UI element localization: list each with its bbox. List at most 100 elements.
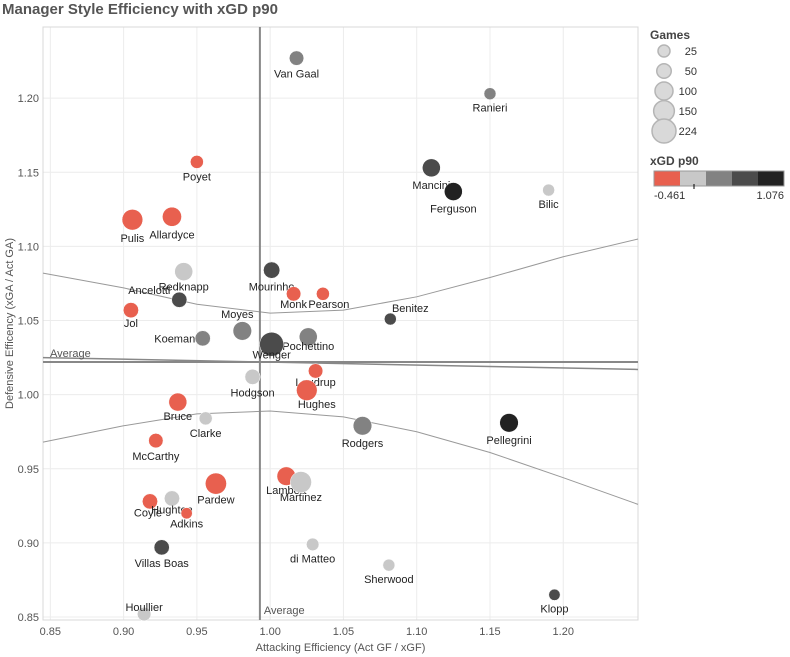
size-legend-title: Games bbox=[650, 28, 690, 42]
point-label: Mancini bbox=[412, 180, 450, 192]
point-label: Poyet bbox=[183, 171, 211, 183]
point-label: Van Gaal bbox=[274, 68, 319, 80]
data-point bbox=[259, 332, 284, 357]
x-tick-label: 1.05 bbox=[333, 626, 354, 638]
average-label-x: Average bbox=[264, 605, 305, 617]
size-legend-label: 224 bbox=[679, 126, 697, 138]
point-label: Pearson bbox=[308, 299, 349, 311]
chart-title: Manager Style Efficiency with xGD p90 bbox=[2, 1, 278, 18]
x-tick-label: 1.15 bbox=[479, 626, 500, 638]
data-point bbox=[244, 368, 261, 385]
y-tick-label: 0.90 bbox=[18, 538, 39, 550]
point-label: di Matteo bbox=[290, 554, 335, 566]
color-legend-swatch bbox=[680, 171, 706, 186]
data-point bbox=[352, 416, 373, 436]
data-point bbox=[148, 433, 164, 449]
x-tick-label: 1.20 bbox=[553, 626, 574, 638]
data-point bbox=[444, 182, 463, 201]
data-point bbox=[198, 411, 213, 426]
data-point bbox=[171, 291, 188, 308]
point-label: Mourinho bbox=[249, 281, 295, 293]
data-point bbox=[308, 363, 324, 379]
size-legend-circle bbox=[657, 44, 671, 58]
data-point bbox=[162, 206, 182, 227]
data-point bbox=[137, 607, 152, 622]
point-label: Houllier bbox=[125, 602, 163, 614]
y-tick-label: 1.10 bbox=[18, 241, 39, 253]
data-point bbox=[296, 379, 318, 401]
point-label: Ancelotti bbox=[128, 285, 170, 297]
data-point bbox=[174, 262, 193, 281]
point-label: Pellegrini bbox=[486, 435, 531, 447]
y-tick-label: 1.05 bbox=[18, 316, 39, 328]
size-legend-label: 100 bbox=[679, 86, 697, 98]
data-point bbox=[548, 588, 561, 601]
data-point bbox=[499, 413, 519, 433]
x-tick-label: 1.10 bbox=[406, 626, 427, 638]
point-label: Martinez bbox=[280, 492, 322, 504]
color-legend-swatch bbox=[758, 171, 784, 186]
data-point bbox=[142, 493, 158, 510]
point-label: Hughes bbox=[298, 399, 336, 411]
data-point bbox=[382, 558, 396, 572]
size-legend-label: 150 bbox=[679, 106, 697, 118]
point-label: Adkins bbox=[170, 518, 204, 530]
point-label: Redknapp bbox=[159, 282, 209, 294]
data-point bbox=[194, 330, 211, 347]
data-point bbox=[483, 87, 497, 100]
color-legend-swatch bbox=[654, 171, 680, 186]
data-point bbox=[286, 286, 302, 302]
data-point bbox=[298, 327, 318, 347]
color-legend-swatch bbox=[706, 171, 732, 186]
color-legend-title: xGD p90 bbox=[650, 154, 699, 168]
confidence-band-lower bbox=[42, 410, 639, 505]
size-legend-circle bbox=[654, 81, 674, 101]
point-label: Hodgson bbox=[231, 388, 275, 400]
point-label: Jol bbox=[124, 318, 138, 330]
point-label: Villas Boas bbox=[135, 558, 190, 570]
data-point bbox=[232, 321, 252, 341]
y-tick-label: 0.95 bbox=[18, 464, 39, 476]
point-label: Clarke bbox=[190, 428, 222, 440]
size-legend-label: 25 bbox=[685, 46, 697, 58]
data-point bbox=[168, 392, 188, 412]
x-tick-label: 0.95 bbox=[186, 626, 207, 638]
data-point bbox=[542, 183, 555, 197]
color-legend-max: 1.076 bbox=[756, 190, 784, 202]
point-label: Benitez bbox=[392, 303, 429, 315]
point-label: McCarthy bbox=[132, 451, 180, 463]
x-tick-label: 1.00 bbox=[259, 626, 280, 638]
point-label: Koeman bbox=[154, 333, 195, 345]
data-point bbox=[153, 539, 170, 556]
data-point bbox=[205, 472, 227, 495]
y-tick-label: 1.20 bbox=[18, 93, 39, 105]
point-label: Bilic bbox=[539, 199, 560, 211]
plot-border bbox=[42, 26, 639, 621]
point-label: Pochettino bbox=[282, 341, 334, 353]
data-point bbox=[190, 155, 204, 169]
point-label: Klopp bbox=[540, 603, 568, 615]
color-legend-min: -0.461 bbox=[654, 190, 685, 202]
data-point bbox=[164, 490, 180, 507]
data-point bbox=[422, 158, 441, 178]
y-axis-title: Defensive Efficency (xGA / Act GA) bbox=[4, 238, 16, 409]
point-label: Moyes bbox=[221, 309, 254, 321]
data-point bbox=[289, 50, 305, 66]
point-label: Pardew bbox=[197, 495, 234, 507]
data-point bbox=[306, 537, 320, 551]
y-tick-label: 0.85 bbox=[18, 612, 39, 624]
size-legend-circle bbox=[651, 118, 677, 144]
size-legend-label: 50 bbox=[685, 66, 697, 78]
data-point bbox=[123, 302, 139, 319]
data-point bbox=[180, 507, 193, 520]
point-label: Wenger bbox=[252, 349, 291, 361]
point-label: Pulis bbox=[120, 233, 144, 245]
data-point bbox=[316, 287, 330, 301]
point-label: Sherwood bbox=[364, 574, 414, 586]
confidence-band-upper bbox=[42, 238, 639, 314]
data-point bbox=[263, 261, 281, 279]
point-label: Rodgers bbox=[342, 438, 384, 450]
point-label: Ranieri bbox=[473, 103, 508, 115]
data-point bbox=[121, 209, 144, 231]
